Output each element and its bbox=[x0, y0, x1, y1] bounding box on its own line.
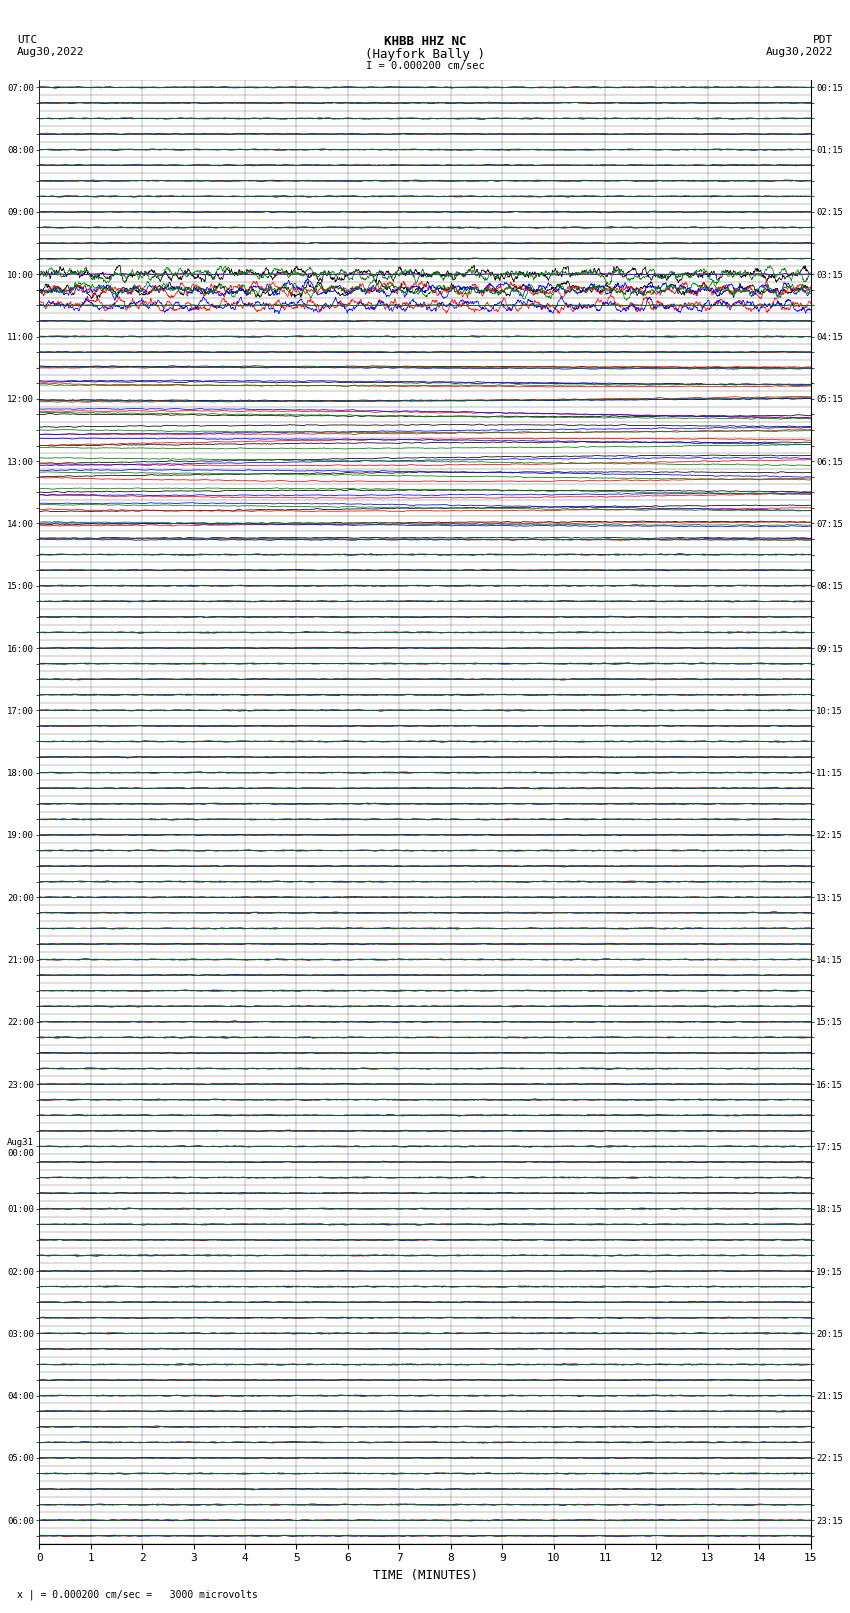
X-axis label: TIME (MINUTES): TIME (MINUTES) bbox=[372, 1569, 478, 1582]
Text: x | = 0.000200 cm/sec =   3000 microvolts: x | = 0.000200 cm/sec = 3000 microvolts bbox=[17, 1589, 258, 1600]
Text: I = 0.000200 cm/sec: I = 0.000200 cm/sec bbox=[366, 61, 484, 71]
Text: KHBB HHZ NC: KHBB HHZ NC bbox=[383, 35, 467, 48]
Text: PDT: PDT bbox=[813, 35, 833, 45]
Text: Aug30,2022: Aug30,2022 bbox=[17, 47, 84, 56]
Text: (Hayfork Bally ): (Hayfork Bally ) bbox=[365, 48, 485, 61]
Text: UTC: UTC bbox=[17, 35, 37, 45]
Text: Aug30,2022: Aug30,2022 bbox=[766, 47, 833, 56]
